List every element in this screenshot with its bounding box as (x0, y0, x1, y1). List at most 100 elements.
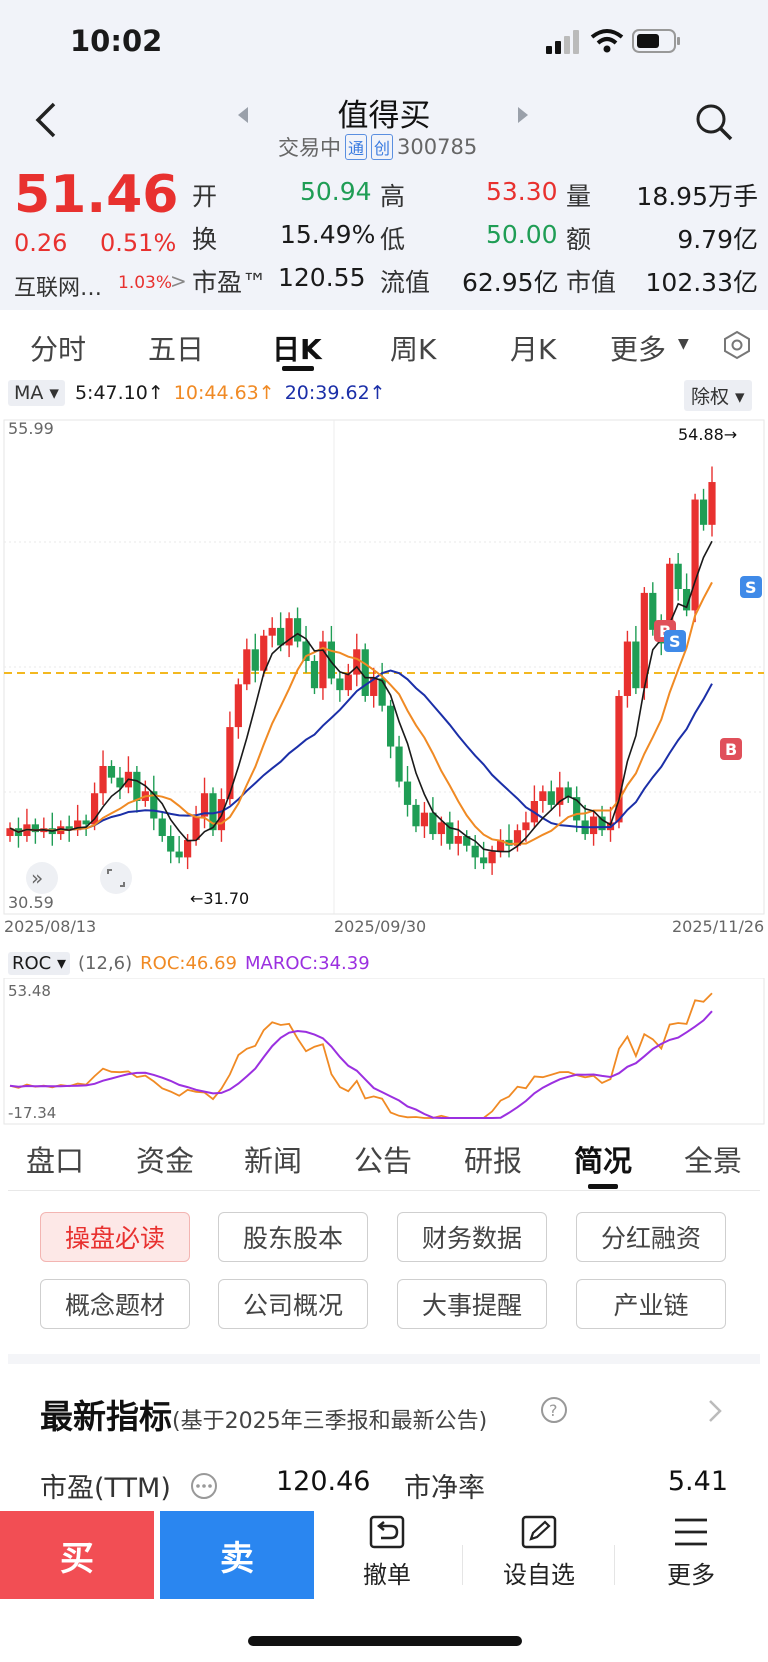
sell-button[interactable]: 卖 (160, 1511, 314, 1599)
chart-settings-icon[interactable] (722, 330, 752, 360)
tab-news[interactable]: 新闻 (244, 1144, 303, 1178)
ma5-value: 5:47.10↑ (74, 382, 164, 404)
candle-body (387, 705, 395, 747)
btn-financial-data[interactable]: 财务数据 (397, 1212, 547, 1262)
buy-marker-label: B (725, 740, 737, 759)
tab-five-day[interactable]: 五日 (148, 333, 205, 366)
mcap-value: 102.33亿 (645, 268, 758, 297)
sell-marker[interactable] (664, 630, 686, 652)
tab-funds[interactable]: 资金 (136, 1144, 195, 1178)
tab-more-caret-icon[interactable]: ▼ (678, 336, 689, 352)
candle-body (708, 482, 716, 525)
candle-body (209, 793, 217, 831)
tab-intraday[interactable]: 分时 (30, 333, 87, 366)
wifi-icon (590, 29, 624, 53)
more-button[interactable]: 更多 (636, 1515, 746, 1590)
candle-body (683, 589, 691, 611)
tab-announcements[interactable]: 公告 (354, 1144, 413, 1178)
candle-body (268, 627, 276, 636)
candle-body (420, 812, 429, 827)
candle-body (116, 777, 124, 788)
chevron-right-icon[interactable] (706, 1398, 724, 1424)
next-stock-icon[interactable] (516, 106, 530, 124)
candle-body (285, 618, 293, 646)
sector-chevron-icon[interactable]: > (170, 269, 187, 293)
roc-selector[interactable]: ROC ▾ (8, 952, 71, 975)
roc-params: (12,6) (78, 953, 133, 974)
latest-header[interactable]: 最新指标 (基于2025年三季报和最新公告) (40, 1390, 487, 1438)
kline-chart[interactable]: 55.99 30.59 54.88→ ←31.70 B S S B » 2025… (0, 416, 768, 936)
quote-panel: 51.46 0.26 0.51% 互联网… 1.03% > 开 50.94 高 … (0, 165, 768, 310)
sector-pct[interactable]: 1.03% (118, 273, 173, 293)
ma-selector[interactable]: MA ▾ (8, 380, 65, 406)
bottom-toolbar: 买 卖 撤单 设自选 更多 (0, 1505, 768, 1605)
ma10-value: 10:44.63↑ (173, 382, 275, 404)
adjust-label: 除权 (691, 386, 730, 408)
btn-dividends[interactable]: 分红融资 (576, 1212, 726, 1262)
candle-body (353, 649, 361, 675)
btn-industry-chain[interactable]: 产业链 (576, 1279, 726, 1329)
tab-panorama[interactable]: 全景 (684, 1144, 743, 1178)
candle-body (395, 746, 403, 782)
tab-day-k[interactable]: 日K (272, 333, 322, 366)
btn-events[interactable]: 大事提醒 (397, 1279, 547, 1329)
back-icon[interactable] (32, 100, 62, 140)
tab-month-k[interactable]: 月K (510, 333, 557, 366)
candle-body (251, 649, 259, 671)
roc-label: ROC (12, 953, 52, 974)
prev-stock-icon[interactable] (236, 106, 250, 124)
fullscreen-button[interactable] (100, 862, 132, 894)
tab-more[interactable]: 更多 (610, 333, 667, 366)
more-dots-icon[interactable] (190, 1472, 218, 1500)
buy-button[interactable]: 买 (0, 1511, 154, 1599)
expand-sidebar-button[interactable] (26, 862, 58, 894)
info-button-grid: 操盘必读 股东股本 财务数据 分红融资 概念题材 公司概况 大事提醒 产业链 (0, 1208, 768, 1338)
candle-body (150, 791, 158, 819)
candle-body (184, 839, 192, 858)
status-time: 10:02 (70, 24, 163, 58)
signal-icon (546, 30, 579, 54)
btn-shareholders[interactable]: 股东股本 (218, 1212, 368, 1262)
adjust-selector[interactable]: 除权 ▾ (684, 380, 752, 411)
tab-research[interactable]: 研报 (464, 1144, 523, 1178)
candle-body (674, 563, 682, 590)
tab-overview[interactable]: 简况 (574, 1144, 633, 1178)
volume-value: 18.95万手 (636, 182, 758, 211)
btn-company-profile[interactable]: 公司概况 (218, 1279, 368, 1329)
divider (614, 1545, 615, 1585)
candle-body (649, 592, 657, 630)
date-start: 2025/08/13 (4, 917, 96, 936)
add-watchlist-button[interactable]: 设自选 (484, 1515, 594, 1590)
candle-body (505, 839, 513, 846)
ma10-line (9, 581, 713, 846)
divider (8, 1190, 760, 1191)
candle-body (598, 816, 606, 831)
open-value: 50.94 (300, 177, 372, 206)
pb-value: 5.41 (667, 1466, 728, 1497)
status-bar: 10:02 (0, 0, 768, 90)
sector-name[interactable]: 互联网… (14, 276, 103, 301)
candle-body (327, 641, 335, 679)
candle-body (632, 641, 640, 689)
candle-body (403, 781, 412, 805)
cancel-order-button[interactable]: 撤单 (332, 1515, 442, 1590)
help-icon[interactable]: ? (540, 1396, 568, 1424)
buy-marker[interactable] (720, 738, 742, 760)
candle-body (65, 826, 73, 831)
tab-handicap[interactable]: 盘口 (26, 1144, 85, 1178)
btn-concepts[interactable]: 概念题材 (40, 1279, 190, 1329)
candle-body (107, 765, 116, 778)
candle-body (226, 727, 234, 800)
search-icon[interactable] (694, 102, 734, 142)
low-value: 50.00 (486, 220, 558, 249)
candle-body (480, 857, 488, 864)
btn-trading-must-read[interactable]: 操盘必读 (40, 1212, 190, 1262)
chart-period-tabs: 分时 五日 日K 周K 月K 更多 ▼ (0, 318, 768, 374)
candle-body (454, 836, 462, 844)
ma20-value: 20:39.62↑ (284, 382, 386, 404)
sell-marker[interactable] (740, 576, 762, 598)
candle-body (293, 618, 302, 642)
tab-week-k[interactable]: 周K (390, 333, 437, 366)
candle-body (370, 678, 378, 696)
sell-marker-label: S (669, 632, 681, 651)
